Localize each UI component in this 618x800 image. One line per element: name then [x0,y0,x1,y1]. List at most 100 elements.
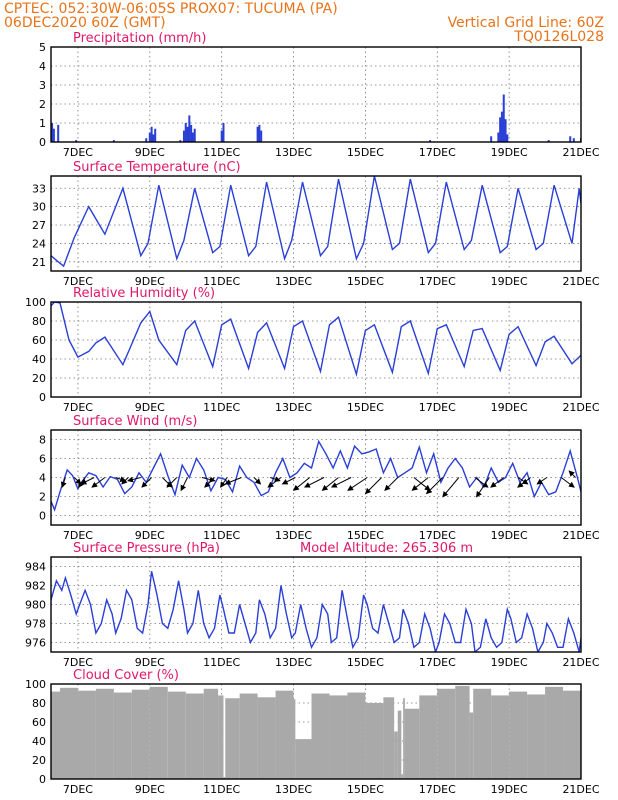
temp-line [51,176,581,268]
precip-frame [50,46,582,143]
cloud-bar [185,693,204,779]
temp-x-tick-label: 17DEC [419,275,456,288]
precip-bar [490,136,493,142]
temp-x-tick-label: 7DEC [63,275,93,288]
cloud-bar [455,685,470,779]
precip-y-tick-label: 1 [39,117,46,130]
cloud-bar [223,777,226,779]
precip-bar [260,130,263,142]
pressure-x-tick-label: 19DEC [491,656,528,669]
precip-x-tick-label: 9DEC [135,146,165,159]
cloud-bar [203,688,219,779]
wind-vector [517,477,531,488]
wind-y-tick-label: 0 [39,510,46,523]
wind-vector [560,477,575,488]
wind-vector [321,477,339,491]
wind-y-tick-label: 8 [39,434,46,447]
wind-vector [267,477,282,488]
cloud-bar [329,695,348,779]
precip-title: Precipitation (mm/h) [73,31,206,46]
wind-y-tick-label: 2 [39,491,46,504]
cloud-bar [563,690,581,779]
cloud-x-tick-label: 9DEC [135,783,165,796]
cloud-bar [167,691,186,779]
precip-bar [499,117,502,142]
wind-vector [121,477,129,485]
rh-x-tick-label: 19DEC [491,401,528,414]
cloud-bar [473,688,492,779]
cloud-y-tick-label: 0 [39,773,46,786]
cloud-y-tick-label: 80 [32,697,46,710]
precip-x-tick-label: 21DEC [562,146,599,159]
pressure-y-tick-label: 980 [25,599,46,612]
wind-y-tick-label: 4 [39,472,46,485]
temp-x-tick-label: 13DEC [275,275,312,288]
wind-x-tick-label: 15DEC [347,529,384,542]
cloud-bar [257,697,276,779]
cloud-bar [95,688,114,779]
pressure-title: Surface Pressure (hPa) [73,541,220,556]
pressure-frame [50,556,582,653]
precip-bar [429,140,432,142]
cloud-frame [50,683,582,780]
cloud-bar [383,697,395,779]
cloud-bar [491,695,510,779]
pressure-x-tick-label: 15DEC [347,656,384,669]
cloud-bar [527,694,546,779]
cloud-x-tick-label: 21DEC [562,783,599,796]
pressure-x-tick-label: 11DEC [203,656,240,669]
header-station: CPTEC: 052:30W-06:05S PROX07: TUCUMA (PA… [4,1,338,17]
cloud-x-tick-label: 13DEC [275,783,312,796]
cloud-bar [293,699,296,779]
precip-bar [190,124,193,142]
rh-x-tick-label: 21DEC [562,401,599,414]
precip-bar [184,123,187,142]
wind-vector [281,477,296,485]
wind-x-tick-label: 21DEC [562,529,599,542]
wind-title: Surface Wind (m/s) [73,414,197,429]
cloud-bar [545,686,564,779]
wind-vector [536,477,548,485]
wind-vector [166,477,178,488]
wind-panel: Surface Wind (m/s) 7DEC 9DEC 11DEC 13DEC 15DE… [39,414,600,542]
temp-y-tick-label: 24 [32,237,46,250]
cloud-bar [397,710,402,779]
temp-frame [50,175,582,272]
precip-bar [504,119,507,142]
rh-x-tick-label: 15DEC [347,401,384,414]
pressure-data [51,571,581,652]
pressure-y-tick-label: 984 [25,561,46,574]
precip-bar [193,128,196,142]
cloud-bar [509,691,528,779]
cloud-bar [311,693,330,779]
cloud-bar [347,692,366,779]
wind-vector [303,477,325,488]
temp-x-tick-label: 15DEC [347,275,384,288]
pressure-x-tick-label: 7DEC [63,656,93,669]
header: CPTEC: 052:30W-06:05S PROX07: TUCUMA (PA… [4,1,604,45]
rh-y-tick-label: 40 [32,353,46,366]
precip-bar [112,140,115,142]
rh-y-tick-label: 100 [25,296,46,309]
precip-bar [220,130,223,142]
wind-vector [141,477,152,488]
pressure-x-tick-label: 17DEC [419,656,456,669]
wind-vector [347,477,368,491]
wind-vector [292,477,311,491]
temp-x-tick-label: 9DEC [135,275,165,288]
cloud-x-tick-label: 19DEC [491,783,528,796]
precip-panel: Precipitation (mm/h)7DEC 9DEC 11DEC 13DEC 15… [39,31,600,159]
temp-y-tick-label: 33 [32,182,46,195]
pressure-annotation: Model Altitude: 265.306 m [300,541,473,556]
cloud-bar [394,731,398,779]
precip-y-tick-label: 5 [39,41,46,54]
precip-bar [57,124,60,142]
wind-x-tick-label: 13DEC [275,529,312,542]
pressure-y-tick-label: 976 [25,637,46,650]
precip-bar [547,140,550,142]
precip-y-tick-label: 4 [39,60,46,73]
precip-bar [222,123,225,142]
precip-bar [506,134,509,142]
precip-bar [152,134,155,142]
cloud-bar [295,739,312,779]
